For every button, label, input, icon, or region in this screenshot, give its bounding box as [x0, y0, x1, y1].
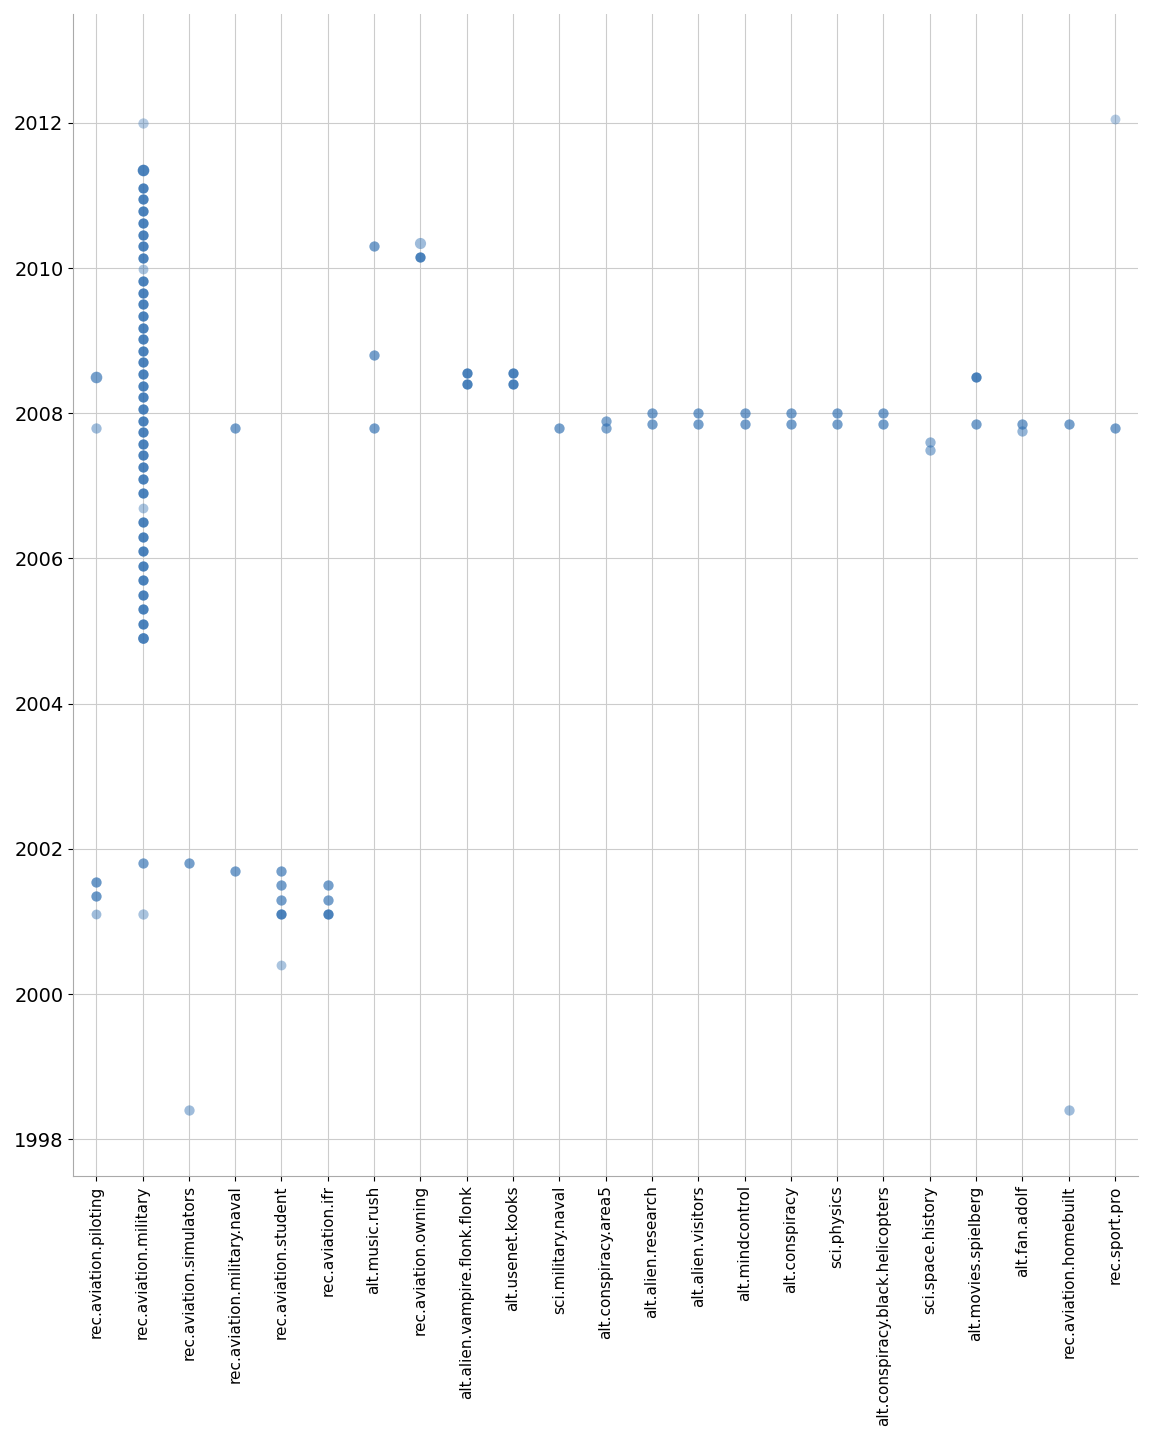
Point: [411, 246, 430, 269]
Point: [551, 416, 569, 439]
Point: [134, 569, 152, 592]
Point: [920, 438, 939, 461]
Point: [319, 888, 338, 912]
Point: [134, 626, 152, 649]
Point: [134, 526, 152, 549]
Point: [134, 511, 152, 534]
Point: [134, 111, 152, 134]
Point: [134, 269, 152, 292]
Point: [411, 230, 430, 253]
Point: [134, 212, 152, 235]
Point: [226, 860, 244, 883]
Point: [1106, 108, 1124, 131]
Point: [134, 223, 152, 246]
Point: [88, 884, 106, 907]
Point: [226, 416, 244, 439]
Point: [134, 397, 152, 420]
Point: [134, 432, 152, 455]
Point: [134, 409, 152, 432]
Point: [1106, 416, 1124, 439]
Point: [134, 158, 152, 181]
Point: [134, 258, 152, 281]
Point: [503, 373, 522, 396]
Point: [88, 870, 106, 893]
Point: [134, 386, 152, 409]
Point: [503, 361, 522, 384]
Point: [134, 598, 152, 621]
Point: [134, 583, 152, 606]
Point: [272, 903, 290, 926]
Point: [134, 281, 152, 304]
Point: [88, 366, 106, 389]
Point: [272, 888, 290, 912]
Point: [828, 402, 847, 425]
Point: [597, 416, 615, 439]
Point: [134, 246, 152, 269]
Point: [134, 187, 152, 210]
Point: [365, 235, 384, 258]
Point: [643, 413, 661, 436]
Point: [828, 413, 847, 436]
Point: [134, 612, 152, 635]
Point: [597, 409, 615, 432]
Point: [457, 373, 476, 396]
Point: [1060, 413, 1078, 436]
Point: [134, 497, 152, 520]
Point: [134, 177, 152, 200]
Point: [735, 402, 753, 425]
Point: [134, 340, 152, 363]
Point: [134, 292, 152, 315]
Point: [134, 304, 152, 327]
Point: [689, 402, 707, 425]
Point: [134, 481, 152, 504]
Point: [1060, 1099, 1078, 1122]
Point: [134, 351, 152, 374]
Point: [134, 374, 152, 397]
Point: [781, 402, 799, 425]
Point: [134, 467, 152, 490]
Point: [88, 903, 106, 926]
Point: [134, 852, 152, 876]
Point: [319, 874, 338, 897]
Point: [874, 413, 893, 436]
Point: [134, 200, 152, 223]
Point: [134, 444, 152, 467]
Point: [180, 852, 198, 876]
Point: [967, 366, 985, 389]
Point: [365, 416, 384, 439]
Point: [457, 361, 476, 384]
Point: [134, 315, 152, 338]
Point: [88, 416, 106, 439]
Point: [180, 1099, 198, 1122]
Point: [920, 431, 939, 454]
Point: [874, 402, 893, 425]
Point: [1013, 413, 1031, 436]
Point: [272, 953, 290, 976]
Point: [689, 413, 707, 436]
Point: [134, 328, 152, 351]
Point: [134, 420, 152, 444]
Point: [134, 554, 152, 577]
Point: [134, 455, 152, 478]
Point: [134, 540, 152, 563]
Point: [643, 402, 661, 425]
Point: [781, 413, 799, 436]
Point: [134, 363, 152, 386]
Point: [967, 413, 985, 436]
Point: [134, 235, 152, 258]
Point: [134, 903, 152, 926]
Point: [319, 903, 338, 926]
Point: [735, 413, 753, 436]
Point: [272, 874, 290, 897]
Point: [1013, 420, 1031, 444]
Point: [272, 860, 290, 883]
Point: [365, 344, 384, 367]
